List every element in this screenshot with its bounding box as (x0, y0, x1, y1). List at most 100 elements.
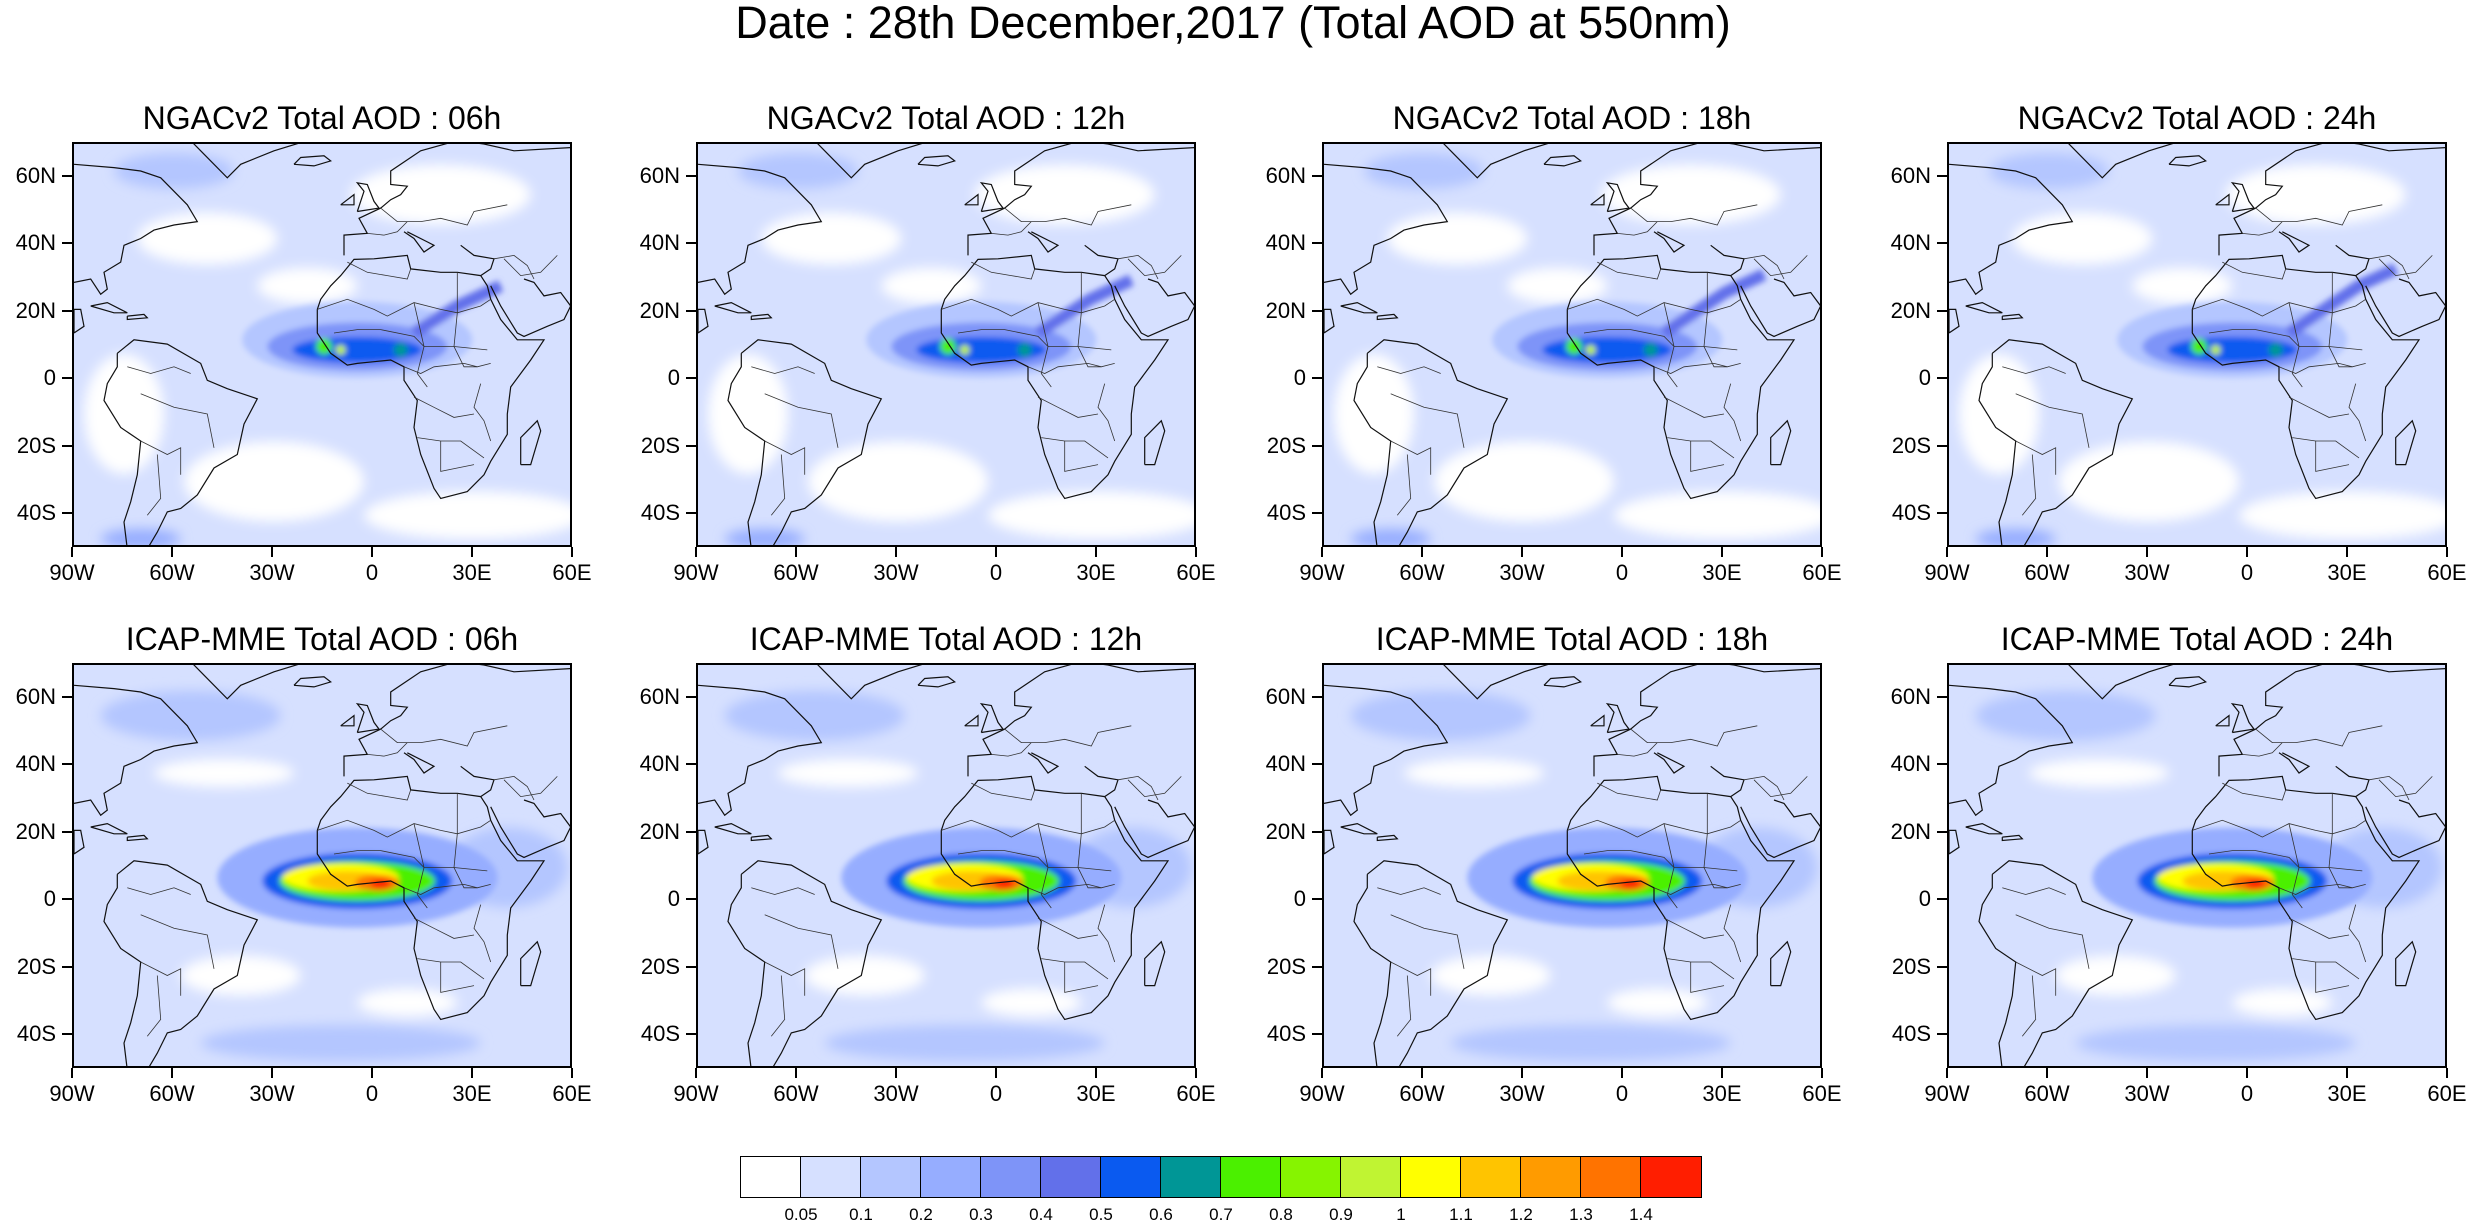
lat-tick-label: 40S (1266, 500, 1306, 526)
colorbar-label: 0.5 (1089, 1205, 1113, 1224)
lat-tick (62, 444, 72, 447)
colorbar-label: 1.4 (1629, 1205, 1653, 1224)
lat-tick (1937, 965, 1947, 968)
lat-tick (686, 309, 696, 312)
lat-tick-label: 0 (667, 365, 680, 391)
colorbar-label: 0.9 (1329, 1205, 1353, 1224)
colorbar-swatch (1281, 1157, 1341, 1197)
lat-tick (62, 965, 72, 968)
lat-tick (1312, 444, 1322, 447)
lon-tick-label: 30W (249, 1081, 295, 1106)
lon-tick-label: 90W (1299, 560, 1345, 585)
lon-tick-label: 60W (2024, 560, 2070, 585)
colorbar-swatch (1161, 1157, 1221, 1197)
lat-tick-label: 40N (639, 751, 680, 777)
lon-tick (571, 547, 573, 557)
lat-tick (62, 898, 72, 901)
lat-tick-label: 40S (1266, 1021, 1306, 1047)
lon-tick-label: 90W (1924, 560, 1970, 585)
lon-tick-label: 90W (1299, 1081, 1345, 1106)
panel-title: ICAP-MME Total AOD : 06h (125, 621, 519, 657)
lat-tick-label: 20N (1265, 297, 1306, 323)
map-panel-icap-mme-18h: ICAP-MME Total AOD : 18h 60N 40N 20N 0 20S 40S… (1266, 621, 1842, 1105)
lat-tick (1937, 444, 1947, 447)
lat-tick (62, 512, 72, 515)
lat-tick-label: 0 (1918, 886, 1931, 912)
lat-tick-label: 20S (1266, 953, 1306, 979)
lat-tick-label: 20N (1890, 297, 1931, 323)
lon-tick (1821, 1068, 1823, 1078)
colorbar-label: 0.2 (909, 1205, 933, 1224)
lon-tick-label: 60W (2024, 1081, 2070, 1106)
lat-tick-label: 0 (43, 365, 56, 391)
lon-tick (2346, 1068, 2348, 1078)
lon-tick (1421, 1068, 1423, 1078)
lon-tick-label: 90W (1924, 1081, 1970, 1106)
lat-tick (62, 1033, 72, 1036)
lon-tick-label: 30E (1702, 560, 1742, 585)
map-panel-icap-mme-6h: ICAP-MME Total AOD : 06h 60N 40N 20N 0 20S 40S… (16, 621, 592, 1105)
lon-tick (1621, 547, 1623, 557)
lat-tick-label: 20S (16, 953, 56, 979)
lat-tick (1937, 763, 1947, 766)
lon-tick-label: 30W (873, 560, 919, 585)
colorbar-label: 0.1 (849, 1205, 873, 1224)
lon-tick-label: 30E (1076, 1081, 1116, 1106)
colorbar-label: 1 (1396, 1205, 1406, 1224)
aod-map (1322, 663, 1822, 1068)
lon-tick-label: 0 (2240, 560, 2254, 585)
lat-tick-label: 40S (16, 1021, 56, 1047)
lat-tick (62, 377, 72, 380)
colorbar-swatch (1101, 1157, 1161, 1197)
lat-tick (1937, 174, 1947, 177)
lon-tick-label: 60E (1802, 560, 1842, 585)
lon-tick (1521, 1068, 1523, 1078)
lat-tick (62, 242, 72, 245)
colorbar (740, 1156, 1702, 1198)
aod-map (72, 663, 572, 1068)
lon-tick (1721, 547, 1723, 557)
lat-tick (1312, 830, 1322, 833)
lon-tick (1321, 1068, 1323, 1078)
colorbar-swatch (1461, 1157, 1521, 1197)
lon-tick (1421, 547, 1423, 557)
lon-tick-label: 60W (149, 560, 195, 585)
lon-tick-label: 90W (49, 1081, 95, 1106)
lon-tick (1821, 547, 1823, 557)
aod-map (1947, 663, 2447, 1068)
map-panel-icap-mme-12h: ICAP-MME Total AOD : 12h 60N 40N 20N 0 20S 40S… (640, 621, 1216, 1105)
lon-tick-label: 90W (49, 560, 95, 585)
lat-tick-label: 40S (16, 500, 56, 526)
lon-tick (795, 547, 797, 557)
lat-tick (1312, 763, 1322, 766)
colorbar-swatch (861, 1157, 921, 1197)
lat-tick-label: 20N (639, 818, 680, 844)
lon-tick (1095, 547, 1097, 557)
lat-tick (686, 830, 696, 833)
lon-tick (571, 1068, 573, 1078)
lat-tick (1312, 174, 1322, 177)
lon-tick-label: 90W (673, 560, 719, 585)
lon-tick (171, 1068, 173, 1078)
lon-tick-label: 60W (1399, 560, 1445, 585)
lat-tick (1937, 1033, 1947, 1036)
lat-tick-label: 60N (15, 683, 56, 709)
lon-tick (695, 1068, 697, 1078)
lat-tick-label: 20S (640, 432, 680, 458)
lon-tick (471, 1068, 473, 1078)
lat-tick-label: 60N (639, 162, 680, 188)
panel-title: NGACv2 Total AOD : 24h (2017, 100, 2377, 136)
lon-tick (2146, 1068, 2148, 1078)
panel-title: NGACv2 Total AOD : 18h (1392, 100, 1752, 136)
lon-tick-label: 30W (2124, 560, 2170, 585)
lon-tick (2046, 547, 2048, 557)
lat-tick-label: 40S (640, 1021, 680, 1047)
lat-tick-label: 40S (1891, 1021, 1931, 1047)
lat-tick-label: 20N (1265, 818, 1306, 844)
lat-tick-label: 60N (15, 162, 56, 188)
lat-tick (686, 242, 696, 245)
lat-tick (686, 695, 696, 698)
lon-tick-label: 30W (873, 1081, 919, 1106)
lon-tick-label: 0 (989, 1081, 1003, 1106)
aod-map (72, 142, 572, 547)
